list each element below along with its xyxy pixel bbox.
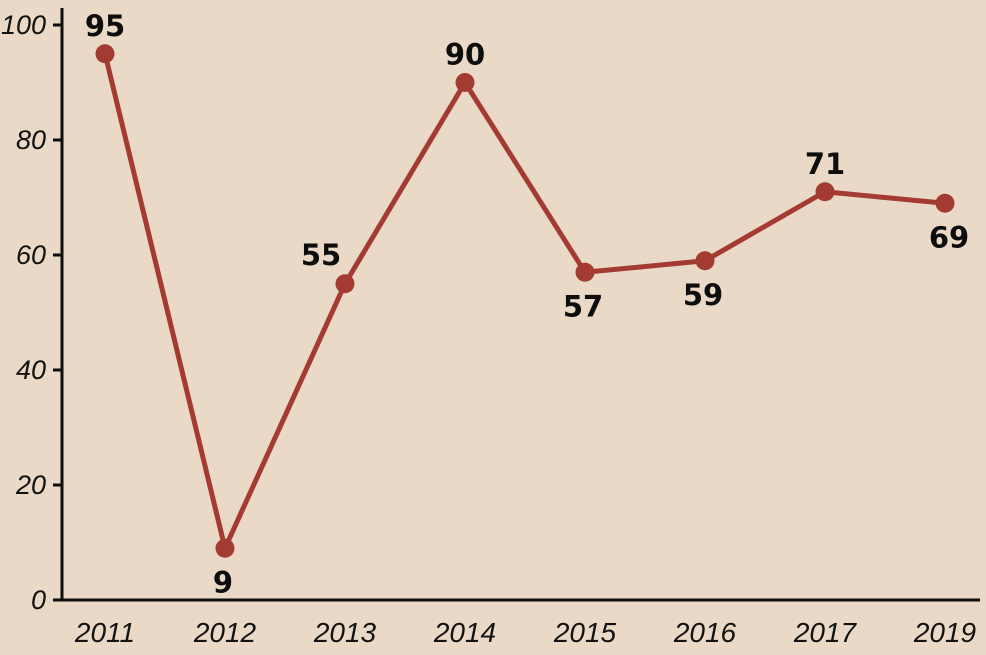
data-point-value-label: 90	[445, 38, 485, 72]
y-tick-label: 80	[16, 125, 46, 155]
data-point-marker	[215, 538, 235, 558]
data-point-value-label: 69	[929, 220, 969, 254]
data-point-marker	[695, 251, 715, 271]
series-polyline	[102, 51, 948, 551]
data-point-marker	[335, 274, 355, 294]
data-point-value-label: 95	[85, 9, 125, 43]
x-axis-labels: 2011 2012 2013 2014 2015 2016 2017 2019	[74, 617, 976, 648]
data-point-markers	[95, 44, 955, 558]
x-tick-label: 2014	[433, 617, 496, 648]
x-tick-label: 2017	[793, 617, 858, 648]
y-tick-label: 100	[1, 10, 46, 40]
axes	[60, 8, 980, 602]
x-tick-label: 2012	[193, 617, 257, 648]
data-point-marker	[575, 262, 595, 282]
y-tick-label: 20	[15, 470, 46, 500]
data-point-value-label: 71	[805, 147, 845, 181]
data-series-line	[102, 51, 948, 551]
y-tick-label: 40	[16, 355, 46, 385]
data-point-value-label: 55	[301, 238, 341, 272]
data-point-marker	[935, 193, 955, 213]
y-tick-label: 0	[31, 585, 46, 615]
data-point-labels: 95 9 55 90 57 59 71 69	[85, 9, 969, 600]
axis-ticks	[53, 23, 62, 602]
x-tick-label: 2019	[913, 617, 976, 648]
data-point-marker	[815, 182, 835, 202]
y-tick-label: 60	[16, 240, 46, 270]
x-tick-label: 2011	[74, 617, 135, 648]
x-tick-label: 2013	[313, 617, 377, 648]
x-tick-label: 2016	[673, 617, 737, 648]
data-point-value-label: 59	[683, 278, 723, 312]
x-tick-label: 2015	[553, 617, 617, 648]
data-point-marker	[455, 73, 475, 92]
y-axis-labels: 0 20 40 60 80 100	[1, 10, 46, 615]
data-point-value-label: 9	[213, 565, 233, 599]
data-point-value-label: 57	[563, 289, 603, 323]
data-point-marker	[95, 44, 115, 64]
